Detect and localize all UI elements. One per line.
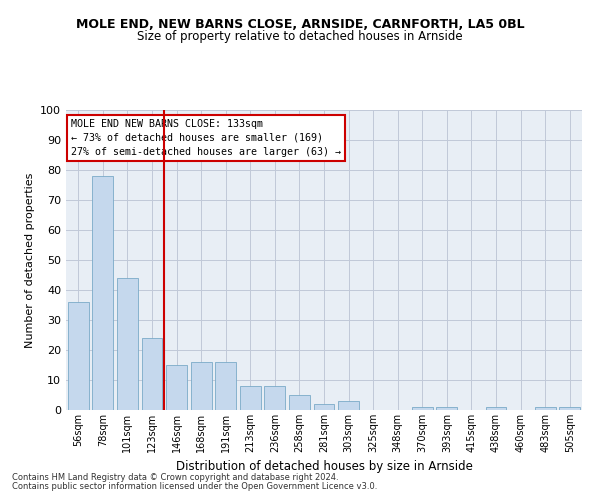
- Text: Size of property relative to detached houses in Arnside: Size of property relative to detached ho…: [137, 30, 463, 43]
- Bar: [240, 386, 261, 410]
- Bar: [412, 407, 433, 410]
- Y-axis label: Number of detached properties: Number of detached properties: [25, 172, 35, 348]
- Bar: [559, 407, 580, 410]
- X-axis label: Distribution of detached houses by size in Arnside: Distribution of detached houses by size …: [176, 460, 472, 473]
- Bar: [92, 176, 113, 410]
- Bar: [314, 404, 334, 410]
- Text: MOLE END, NEW BARNS CLOSE, ARNSIDE, CARNFORTH, LA5 0BL: MOLE END, NEW BARNS CLOSE, ARNSIDE, CARN…: [76, 18, 524, 30]
- Text: Contains public sector information licensed under the Open Government Licence v3: Contains public sector information licen…: [12, 482, 377, 491]
- Bar: [265, 386, 286, 410]
- Bar: [142, 338, 163, 410]
- Bar: [338, 401, 359, 410]
- Bar: [215, 362, 236, 410]
- Bar: [289, 395, 310, 410]
- Bar: [485, 407, 506, 410]
- Text: Contains HM Land Registry data © Crown copyright and database right 2024.: Contains HM Land Registry data © Crown c…: [12, 472, 338, 482]
- Bar: [166, 365, 187, 410]
- Text: MOLE END NEW BARNS CLOSE: 133sqm
← 73% of detached houses are smaller (169)
27% : MOLE END NEW BARNS CLOSE: 133sqm ← 73% o…: [71, 119, 341, 157]
- Bar: [117, 278, 138, 410]
- Bar: [535, 407, 556, 410]
- Bar: [68, 302, 89, 410]
- Bar: [436, 407, 457, 410]
- Bar: [191, 362, 212, 410]
